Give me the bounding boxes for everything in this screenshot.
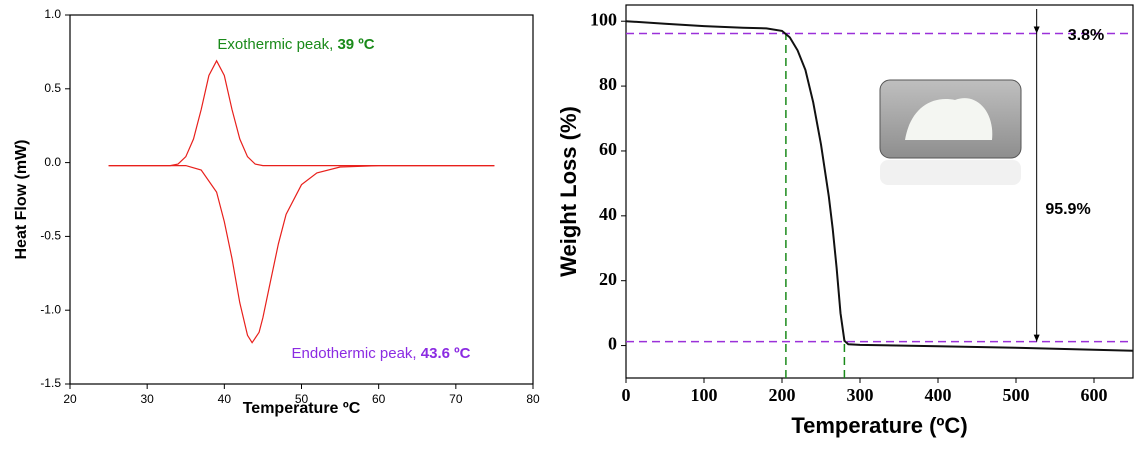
sample-photo [879, 79, 1022, 185]
y-tick-label: 0 [608, 334, 617, 354]
annotation-text: 95.9% [1045, 201, 1090, 218]
x-tick-label: 500 [1003, 385, 1030, 405]
arrow-head [1033, 26, 1040, 34]
x-tick-label: 300 [847, 385, 874, 405]
annotation: Endothermic peak, 43.6 ºC [292, 345, 471, 362]
data-line [108, 59, 495, 167]
y-tick-label: 100 [590, 9, 617, 29]
x-tick-label: 30 [140, 392, 154, 406]
x-axis-label: Temperature ºC [243, 400, 361, 417]
x-axis-label: Temperature (ºC) [791, 413, 967, 438]
y-tick-label: -1.5 [40, 376, 61, 390]
x-tick-label: 40 [218, 392, 232, 406]
x-tick-label: 50 [295, 392, 309, 406]
annotation-text: Endothermic peak, [292, 345, 421, 362]
annotation-text: 3.8% [1068, 27, 1104, 44]
annotation-emphasis: 43.6 ºC [421, 345, 471, 362]
annotation: Exothermic peak, 39 ºC [217, 36, 374, 53]
x-tick-label: 80 [526, 392, 540, 406]
y-tick-label: 20 [599, 269, 617, 289]
y-axis-label: Heat Flow (mW) [13, 140, 30, 260]
y-axis-label: Weight Loss (%) [556, 106, 581, 277]
annotation-text: Exothermic peak, [217, 36, 337, 53]
annotation: 3.8% [1068, 27, 1104, 44]
y-tick-label: 60 [599, 139, 617, 159]
y-tick-label: 1.0 [44, 7, 61, 21]
x-tick-label: 400 [925, 385, 952, 405]
x-tick-label: 20 [63, 392, 77, 406]
annotation-emphasis: 39 ºC [337, 36, 374, 53]
y-tick-label: 0.5 [44, 81, 61, 95]
annotation: 95.9% [1045, 201, 1090, 218]
plot-frame [625, 4, 1134, 379]
y-tick-label: 40 [599, 204, 617, 224]
y-tick-label: 80 [599, 74, 617, 94]
x-tick-label: 70 [449, 392, 463, 406]
x-tick-label: 60 [372, 392, 386, 406]
x-tick-label: 0 [622, 385, 631, 405]
arrow-head [1033, 334, 1040, 342]
data-line [108, 165, 495, 344]
x-tick-label: 200 [769, 385, 796, 405]
x-tick-label: 100 [691, 385, 718, 405]
y-tick-label: 0.0 [44, 155, 61, 169]
y-tick-label: -0.5 [40, 229, 61, 243]
x-tick-label: 600 [1081, 385, 1108, 405]
y-tick-label: -1.0 [40, 302, 61, 316]
plot-frame [69, 14, 534, 385]
data-line [625, 20, 1134, 352]
